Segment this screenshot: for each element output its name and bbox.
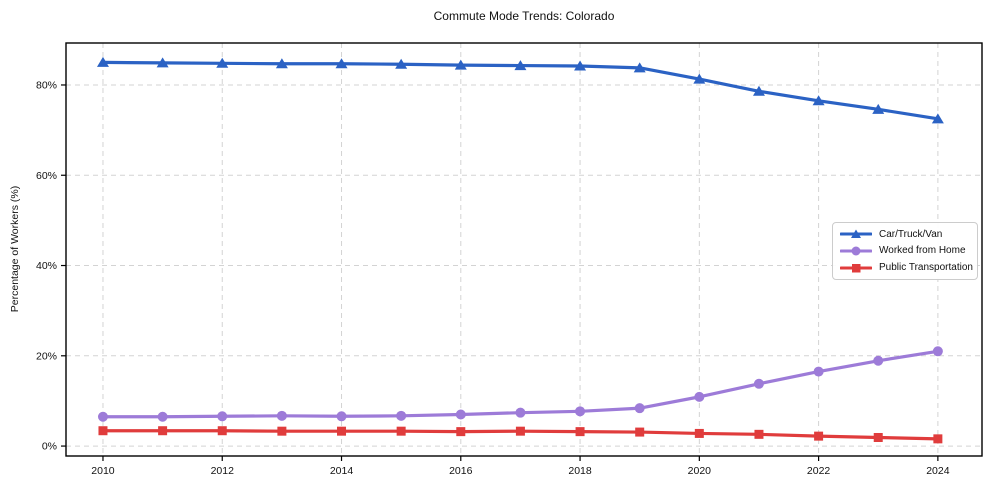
y-tick-label: 0%	[42, 441, 57, 453]
series-worked-from-home	[97, 346, 943, 422]
legend-label: Worked from Home	[879, 245, 966, 257]
x-tick-label: 2022	[807, 465, 831, 477]
gridlines	[66, 43, 982, 456]
series-public-transportation	[98, 426, 943, 444]
legend-line-sample-icon	[840, 263, 872, 273]
legend-line-sample-icon	[840, 229, 872, 239]
legend-item-public-transportation: Public Transportation	[840, 262, 973, 274]
series-car-truck-van	[96, 56, 944, 124]
x-tick-label: 2020	[688, 465, 712, 477]
plot-border	[65, 42, 983, 457]
axis-tick-labels: 0% 20% 40% 60% 80% 2010 2012 2014 2016 2018 2020 20…	[36, 79, 950, 477]
legend-label: Car/Truck/Van	[879, 228, 943, 240]
y-tick-label: 20%	[36, 350, 57, 362]
axis-ticks	[61, 84, 939, 461]
x-tick-label: 2018	[568, 465, 592, 477]
y-tick-label: 40%	[36, 260, 57, 272]
x-tick-label: 2012	[211, 465, 235, 477]
x-tick-label: 2016	[449, 465, 473, 477]
legend-item-car-truck-van: Car/Truck/Van	[840, 228, 970, 240]
legend: Car/Truck/Van Worked from Home Public Tr…	[832, 222, 978, 280]
legend-line-sample-icon	[840, 246, 872, 256]
x-tick-label: 2014	[330, 465, 354, 477]
legend-label: Public Transportation	[879, 262, 973, 274]
y-tick-label: 80%	[36, 79, 57, 91]
x-tick-label: 2024	[926, 465, 950, 477]
legend-item-worked-from-home: Worked from Home	[840, 245, 970, 257]
x-tick-label: 2010	[91, 465, 115, 477]
chart-title: Commute Mode Trends: Colorado	[433, 9, 615, 23]
y-tick-label: 60%	[36, 170, 57, 182]
